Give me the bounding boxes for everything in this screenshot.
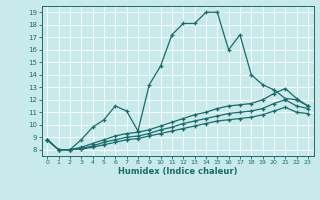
X-axis label: Humidex (Indice chaleur): Humidex (Indice chaleur) (118, 167, 237, 176)
